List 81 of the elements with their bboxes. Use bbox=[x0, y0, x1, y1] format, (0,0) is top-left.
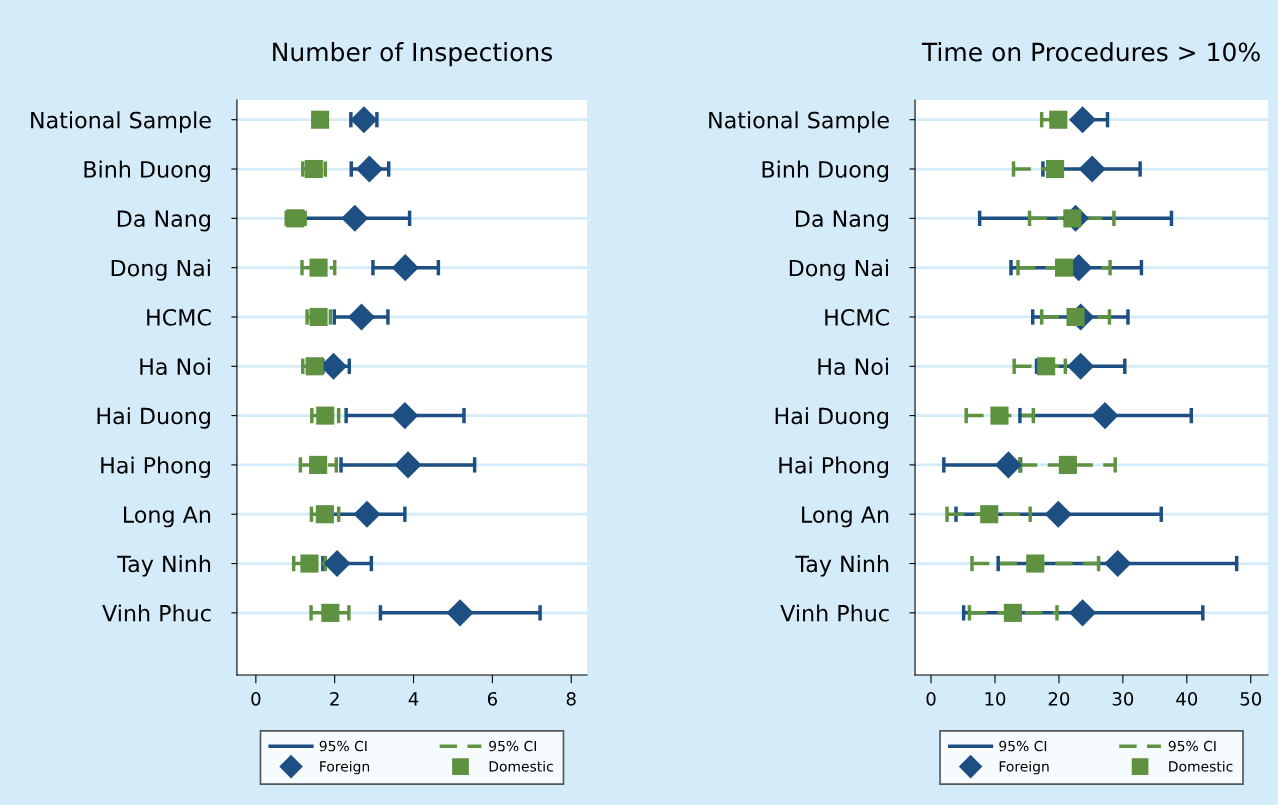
point bbox=[355, 155, 383, 183]
y-tick-label: Da Nang bbox=[117, 210, 210, 232]
point bbox=[315, 505, 334, 524]
x-tick-label: 40 bbox=[1176, 691, 1198, 706]
point bbox=[1069, 599, 1097, 627]
y-tick-label: Tay Ninh bbox=[117, 555, 211, 577]
x-tick-label: 6 bbox=[487, 691, 497, 706]
point bbox=[1066, 307, 1085, 327]
point bbox=[1003, 603, 1022, 622]
x-tick-label: 4 bbox=[408, 692, 419, 706]
y-tick-label: Hai Phong bbox=[779, 456, 889, 478]
point bbox=[350, 106, 378, 134]
y-tick-label: Long An bbox=[802, 506, 889, 528]
point bbox=[1091, 402, 1119, 430]
point bbox=[309, 455, 328, 474]
point bbox=[323, 550, 351, 578]
point bbox=[1046, 159, 1065, 179]
y-tick-label: Long An bbox=[123, 506, 211, 528]
x-tick-label: 0 bbox=[926, 691, 936, 706]
point bbox=[1067, 352, 1095, 380]
text: 95% CI bbox=[319, 740, 367, 752]
y-tick-label: Hai Duong bbox=[97, 407, 210, 429]
point bbox=[300, 554, 319, 573]
y-tick-label: HCMC bbox=[825, 308, 889, 326]
y-tick-label: Dong Nai bbox=[789, 259, 888, 281]
point bbox=[353, 500, 381, 528]
point bbox=[311, 110, 330, 129]
y-tick-label: Ha Noi bbox=[140, 357, 210, 376]
text: 95% CI bbox=[489, 740, 536, 752]
y-tick-label: National Sample bbox=[31, 111, 211, 133]
point bbox=[305, 357, 324, 376]
point bbox=[391, 402, 419, 430]
y-tick-label: Hai Phong bbox=[101, 456, 210, 478]
x-tick-label: 2 bbox=[330, 691, 339, 706]
point bbox=[1104, 550, 1132, 578]
x-tick-label: 30 bbox=[1112, 691, 1134, 706]
point bbox=[1054, 258, 1074, 277]
y-tick-label: Hai Duong bbox=[775, 407, 889, 429]
point bbox=[990, 406, 1009, 425]
point bbox=[316, 406, 335, 425]
text: 95% CI bbox=[1168, 740, 1216, 752]
point bbox=[304, 159, 323, 179]
point bbox=[341, 204, 369, 232]
y-tick-label: Vinh Phuc bbox=[780, 604, 889, 622]
y-tick-label: Vinh Phuc bbox=[102, 604, 211, 622]
x-tick-label: 8 bbox=[566, 691, 576, 706]
y-tick-label: Binh Duong bbox=[762, 160, 889, 183]
x-tick-label: 10 bbox=[985, 691, 1006, 706]
point bbox=[1058, 455, 1077, 474]
point bbox=[391, 254, 419, 282]
y-tick-label: Binh Duong bbox=[84, 160, 210, 183]
point bbox=[994, 451, 1022, 479]
point bbox=[347, 303, 376, 331]
point bbox=[980, 505, 999, 524]
y-tick-label: Da Nang bbox=[796, 210, 889, 232]
point bbox=[1037, 357, 1056, 376]
point bbox=[1069, 106, 1097, 134]
point bbox=[321, 603, 340, 622]
point bbox=[1078, 155, 1106, 183]
x-tick-label: 20 bbox=[1048, 691, 1070, 706]
legend-label: Domestic bbox=[489, 760, 553, 772]
y-tick-label: Tay Ninh bbox=[795, 555, 889, 577]
x-tick-label: 50 bbox=[1240, 691, 1262, 706]
point bbox=[1026, 554, 1045, 573]
legend-label: Foreign bbox=[320, 760, 370, 775]
legend-label: Foreign bbox=[999, 760, 1049, 775]
legend-label: Domestic bbox=[1169, 760, 1233, 772]
point bbox=[1049, 110, 1068, 129]
y-tick-label: National Sample bbox=[709, 111, 889, 133]
chart-title: Number of Inspections bbox=[273, 42, 553, 67]
point bbox=[1044, 500, 1072, 528]
point bbox=[309, 258, 328, 277]
y-tick-label: Ha Noi bbox=[818, 357, 888, 376]
text: 95% CI bbox=[999, 740, 1047, 752]
x-tick-label: 0 bbox=[251, 691, 261, 706]
y-tick-label: HCMC bbox=[147, 308, 211, 326]
chart-title: Time on Procedures > 10% bbox=[921, 42, 1260, 62]
point bbox=[394, 451, 422, 479]
y-tick-label: Dong Nai bbox=[111, 259, 210, 281]
point bbox=[446, 599, 474, 627]
point bbox=[309, 307, 328, 327]
